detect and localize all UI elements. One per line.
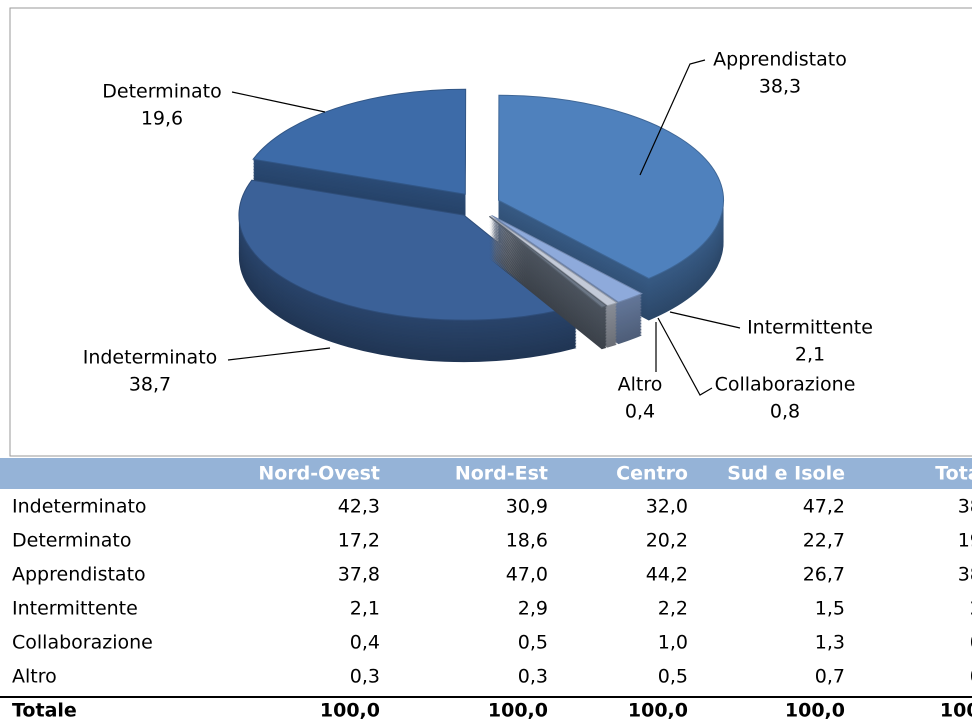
cell: 47,2	[803, 496, 845, 518]
cell: 0,4	[350, 632, 380, 654]
cell: 18,6	[506, 530, 548, 552]
cell: 32,0	[646, 496, 688, 518]
chart-frame	[9, 7, 972, 457]
slice-name: Indeterminato	[83, 347, 218, 369]
row-label: Altro	[12, 666, 57, 688]
slice-top	[488, 215, 608, 308]
cell: 100,0	[785, 700, 845, 722]
cell: 26,7	[803, 564, 845, 586]
cell: 2,9	[518, 598, 548, 620]
slice-value: 19,6	[141, 108, 183, 130]
cell: 100,0	[628, 700, 688, 722]
cell: 38,7	[958, 496, 972, 518]
cell: 20,2	[646, 530, 688, 552]
cell: 1,3	[815, 632, 845, 654]
pie	[238, 88, 725, 363]
column-header: Totale	[935, 463, 972, 485]
cell: 0,8	[970, 632, 972, 654]
cell: 0,3	[518, 666, 548, 688]
table: Nord-Ovest Nord-Est Centro Sud e Isole Total…	[12, 463, 972, 722]
cell: 100,0	[320, 700, 380, 722]
column-header: Centro	[616, 463, 688, 485]
cell: 100,0	[940, 700, 972, 722]
slice-top	[238, 179, 578, 321]
leader-line	[227, 347, 331, 361]
cell: 30,9	[506, 496, 548, 518]
cell: 0,5	[518, 632, 548, 654]
slice-name: Determinato	[102, 81, 221, 103]
row-label: Indeterminato	[12, 496, 147, 518]
table-header-bg	[0, 458, 972, 489]
cell: 47,0	[506, 564, 548, 586]
cell: 0,5	[658, 666, 688, 688]
cell: 38,3	[958, 564, 972, 586]
row-label: Collaborazione	[12, 632, 153, 654]
slice	[238, 179, 578, 363]
slice-value: 0,8	[770, 401, 800, 423]
leader-line	[639, 59, 706, 176]
leader-line	[657, 317, 713, 396]
slice-value: 38,3	[759, 76, 801, 98]
cell: 2,1	[970, 598, 972, 620]
slice-top	[489, 215, 618, 307]
slice-value: 0,4	[625, 401, 655, 423]
slice	[498, 94, 725, 321]
pie-labels: Indeterminato 38,7 Determinato 19,6 Apprendi…	[83, 49, 873, 423]
cell: 1,5	[815, 598, 845, 620]
cell: 0,4	[970, 666, 972, 688]
row-label: Determinato	[12, 530, 131, 552]
cell: 100,0	[488, 700, 548, 722]
slice-top	[498, 94, 725, 280]
column-header: Sud e Isole	[727, 463, 845, 485]
column-header: Nord-Ovest	[258, 463, 380, 485]
cell: 22,7	[803, 530, 845, 552]
leader-line	[669, 311, 741, 329]
cell: 2,2	[658, 598, 688, 620]
cell: 17,2	[338, 530, 380, 552]
slice-name: Collaborazione	[715, 374, 856, 396]
cell: 0,3	[350, 666, 380, 688]
slice	[488, 215, 608, 350]
slice-top	[252, 88, 467, 195]
row-label: Apprendistato	[12, 564, 146, 586]
slice-name: Intermittente	[747, 317, 873, 339]
cell: 37,8	[338, 564, 380, 586]
cell: 44,2	[646, 564, 688, 586]
column-header: Nord-Est	[455, 463, 548, 485]
cell: 19,6	[958, 530, 972, 552]
slice-name: Apprendistato	[713, 49, 847, 71]
slice-top	[491, 214, 643, 303]
slice-name: Altro	[618, 374, 663, 396]
slice-value: 38,7	[129, 374, 171, 396]
cell: 0,7	[815, 666, 845, 688]
cell: 1,0	[658, 632, 688, 654]
cell: 2,1	[350, 598, 380, 620]
leader-line	[231, 91, 326, 113]
row-label: Totale	[12, 700, 77, 722]
row-label: Intermittente	[12, 598, 138, 620]
cell: 42,3	[338, 496, 380, 518]
slice-value: 2,1	[795, 344, 825, 366]
